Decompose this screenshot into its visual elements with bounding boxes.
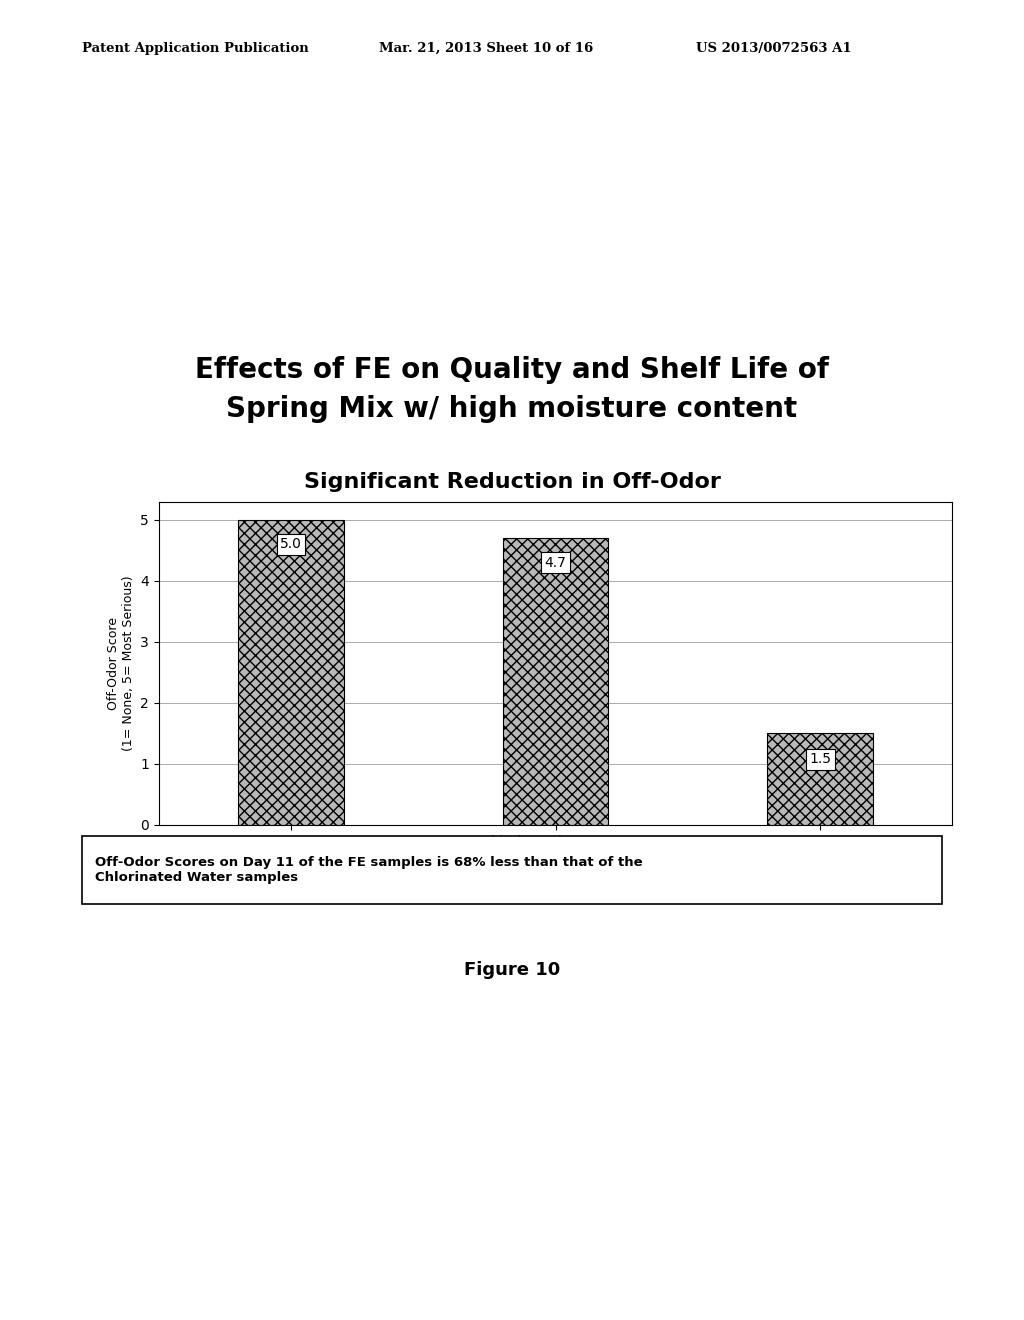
Text: Effects of FE on Quality and Shelf Life of: Effects of FE on Quality and Shelf Life … — [195, 355, 829, 384]
Text: Patent Application Publication: Patent Application Publication — [82, 42, 308, 55]
Bar — [503, 539, 608, 825]
Text: Figure 10: Figure 10 — [464, 961, 560, 979]
Text: Mar. 21, 2013 Sheet 10 of 16: Mar. 21, 2013 Sheet 10 of 16 — [379, 42, 593, 55]
X-axis label: Off-Odor Score on Day 10 at 45F: Off-Odor Score on Day 10 at 45F — [428, 857, 683, 871]
Text: Spring Mix w/ high moisture content: Spring Mix w/ high moisture content — [226, 395, 798, 424]
Text: US 2013/0072563 A1: US 2013/0072563 A1 — [696, 42, 852, 55]
Text: 4.7: 4.7 — [545, 556, 566, 570]
FancyBboxPatch shape — [82, 836, 942, 904]
Bar — [767, 734, 872, 825]
Text: Off-Odor Scores on Day 11 of the FE samples is 68% less than that of the
Chlorin: Off-Odor Scores on Day 11 of the FE samp… — [95, 855, 642, 884]
Text: 5.0: 5.0 — [280, 537, 302, 552]
Text: Significant Reduction in Off-Odor: Significant Reduction in Off-Odor — [303, 471, 721, 492]
Text: 1.5: 1.5 — [809, 752, 831, 766]
Y-axis label: Off-Odor Score
(1= None, 5= Most Serious): Off-Odor Score (1= None, 5= Most Serious… — [106, 576, 134, 751]
Bar — [238, 520, 344, 825]
